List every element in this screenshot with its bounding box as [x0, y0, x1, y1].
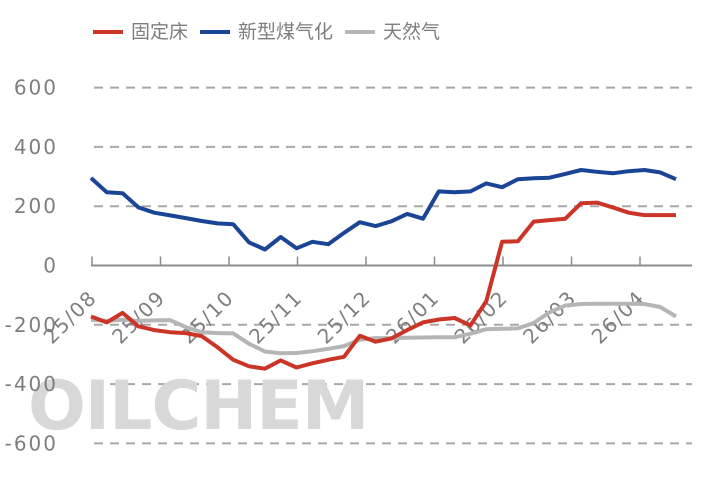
y-axis-label: 400 [14, 135, 58, 159]
y-axis-label: -200 [5, 313, 58, 337]
legend-label-fixed-bed: 固定床 [131, 21, 189, 43]
x-axis-label: 26/03 [518, 286, 581, 349]
x-axis-label: 25/11 [244, 286, 307, 349]
legend-item-natural-gas: 天然气 [345, 22, 440, 42]
series-line-new-coal-gasification [89, 168, 677, 252]
x-axis-label: 26/02 [450, 286, 513, 349]
y-axis-label: -400 [5, 372, 58, 396]
legend-swatch-fixed-bed [93, 30, 123, 34]
y-axis-labels: 600 400 200 0 -200 -400 -600 [5, 76, 58, 456]
series-line-fixed-bed [90, 200, 676, 371]
x-axis-label: 26/04 [587, 286, 650, 349]
y-axis-label: 200 [14, 194, 58, 218]
y-axis-label: 0 [43, 254, 58, 278]
y-axis-label: 600 [14, 76, 58, 100]
legend-swatch-natural-gas [345, 30, 375, 34]
series-lines [89, 168, 678, 371]
legend-swatch-new-coal-gasification [200, 30, 230, 34]
legend-label-natural-gas: 天然气 [383, 21, 441, 43]
legend-item-new-coal-gasification: 新型煤气化 [200, 22, 333, 42]
y-axis-label: -600 [5, 431, 58, 455]
x-axis [91, 256, 692, 267]
legend-label-new-coal-gasification: 新型煤气化 [238, 21, 334, 43]
gridlines [94, 86, 692, 445]
watermark: OILCHEM [28, 367, 368, 446]
legend-item-fixed-bed: 固定床 [93, 22, 188, 42]
